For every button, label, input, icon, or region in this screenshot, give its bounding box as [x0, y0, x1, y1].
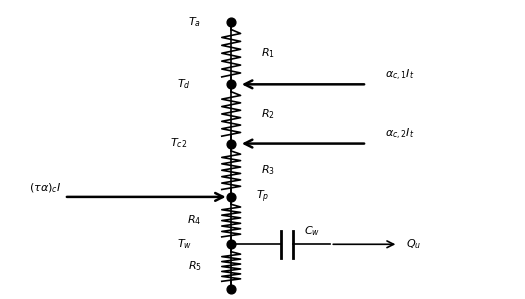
- Text: $T_a$: $T_a$: [188, 15, 201, 29]
- Text: $\alpha_{c,1} I_t$: $\alpha_{c,1} I_t$: [385, 68, 415, 83]
- Text: $T_{c2}$: $T_{c2}$: [170, 137, 187, 150]
- Text: $T_p$: $T_p$: [256, 189, 269, 205]
- Text: $R_2$: $R_2$: [261, 107, 275, 121]
- Point: [227, 141, 235, 146]
- Point: [227, 286, 235, 291]
- Text: $Q_u$: $Q_u$: [406, 237, 422, 251]
- Text: $R_4$: $R_4$: [187, 214, 202, 228]
- Text: $T_{d}$: $T_{d}$: [177, 77, 191, 91]
- Text: $R_3$: $R_3$: [261, 163, 275, 177]
- Text: $R_5$: $R_5$: [187, 260, 202, 273]
- Point: [227, 195, 235, 199]
- Text: $T_w$: $T_w$: [176, 237, 192, 251]
- Point: [227, 82, 235, 87]
- Point: [227, 20, 235, 25]
- Text: $C_w$: $C_w$: [304, 224, 320, 238]
- Point: [227, 242, 235, 247]
- Text: $\alpha_{c,2} I_t$: $\alpha_{c,2} I_t$: [385, 127, 415, 142]
- Text: $(\tau\alpha)_c I$: $(\tau\alpha)_c I$: [29, 181, 61, 195]
- Text: $R_1$: $R_1$: [261, 46, 275, 60]
